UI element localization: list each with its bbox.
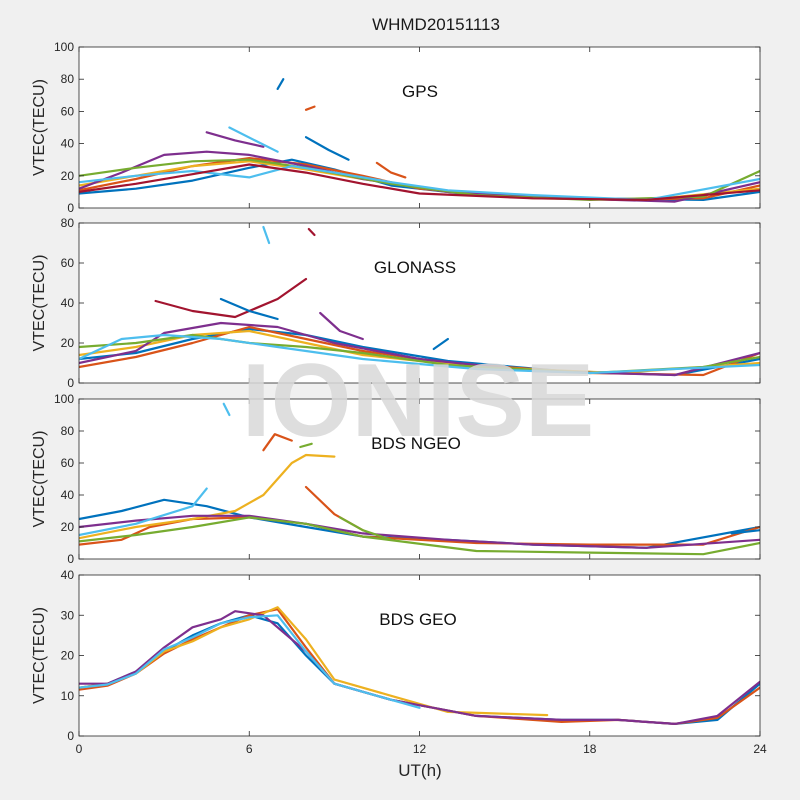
series-group bbox=[79, 402, 760, 556]
y-tick-label: 60 bbox=[61, 256, 75, 270]
series-line-3 bbox=[79, 514, 760, 549]
series-line-5 bbox=[79, 165, 760, 201]
panel-0: 0 20 40 60 80 100 VTEC(TECU) GPS bbox=[31, 40, 761, 215]
series-group bbox=[79, 606, 760, 725]
x-tick-label: 18 bbox=[583, 742, 597, 756]
series-line-2 bbox=[79, 453, 336, 540]
y-tick-label: 40 bbox=[61, 137, 75, 151]
series-segment-0 bbox=[276, 78, 285, 90]
x-tick-label: 24 bbox=[753, 742, 767, 756]
y-tick-label: 10 bbox=[61, 689, 75, 703]
series-group bbox=[79, 225, 760, 377]
y-tick-label: 40 bbox=[61, 488, 75, 502]
series-segment-0 bbox=[262, 225, 271, 245]
y-tick-label: 40 bbox=[61, 568, 75, 582]
plot-area bbox=[79, 575, 760, 736]
x-axis-label: UT(h) bbox=[398, 761, 441, 780]
series-segment-2 bbox=[205, 131, 265, 148]
panel-label: BDS GEO bbox=[379, 610, 456, 629]
series-line-5 bbox=[79, 487, 208, 537]
series-segment-5 bbox=[338, 516, 393, 541]
series-segment-1 bbox=[299, 442, 313, 449]
y-axis-label: VTEC(TECU) bbox=[31, 431, 48, 528]
series-group bbox=[79, 78, 760, 203]
y-tick-label: 20 bbox=[61, 649, 75, 663]
series-segment-1 bbox=[304, 105, 316, 111]
series-segment-1 bbox=[307, 227, 316, 237]
series-line-6 bbox=[79, 163, 760, 201]
panel-3: 0 10 20 30 40 0 6 12 18 24 VTEC(TECU) BDS GEO bbox=[31, 568, 767, 756]
panel-1: 0 20 40 60 80 VTEC(TECU) GLONASS bbox=[31, 216, 761, 390]
series-line-6 bbox=[154, 277, 308, 319]
y-tick-label: 60 bbox=[61, 104, 75, 118]
x-tick-label: 12 bbox=[413, 742, 427, 756]
y-axis-label: VTEC(TECU) bbox=[31, 79, 48, 176]
x-tick-label: 0 bbox=[76, 742, 83, 756]
y-tick-label: 0 bbox=[67, 729, 74, 743]
y-tick-label: 20 bbox=[61, 520, 75, 534]
x-tick-label: 6 bbox=[246, 742, 253, 756]
y-tick-label: 30 bbox=[61, 608, 75, 622]
y-tick-label: 0 bbox=[67, 201, 74, 215]
series-line-4 bbox=[79, 614, 421, 709]
series-segment-4 bbox=[730, 529, 760, 535]
y-tick-label: 100 bbox=[54, 392, 74, 406]
series-segment-2 bbox=[219, 297, 279, 321]
panel-label: GPS bbox=[402, 82, 438, 101]
y-tick-label: 60 bbox=[61, 456, 75, 470]
series-segment-4 bbox=[432, 337, 449, 351]
panel-label: BDS NGEO bbox=[371, 434, 461, 453]
series-segment-0 bbox=[262, 433, 293, 452]
y-tick-label: 40 bbox=[61, 296, 75, 310]
watermark: IONISE bbox=[242, 343, 595, 459]
y-axis-label: VTEC(TECU) bbox=[31, 255, 48, 352]
panel-label: GLONASS bbox=[374, 258, 456, 277]
figure-title: WHMD20151113 bbox=[372, 15, 500, 34]
y-tick-label: 80 bbox=[61, 424, 75, 438]
y-tick-label: 80 bbox=[61, 216, 75, 230]
y-tick-label: 20 bbox=[61, 169, 75, 183]
plot-area bbox=[79, 399, 760, 559]
y-tick-label: 0 bbox=[67, 552, 74, 566]
y-tick-label: 20 bbox=[61, 336, 75, 350]
series-line-5 bbox=[79, 333, 760, 375]
series-line-4 bbox=[79, 516, 760, 556]
series-segment-3 bbox=[319, 311, 364, 341]
series-segment-4 bbox=[304, 136, 350, 161]
y-tick-label: 100 bbox=[54, 40, 74, 54]
series-segment-5 bbox=[375, 161, 407, 179]
y-tick-label: 80 bbox=[61, 72, 75, 86]
series-segment-3 bbox=[222, 402, 231, 417]
plot-area bbox=[79, 47, 760, 208]
y-tick-label: 0 bbox=[67, 376, 74, 390]
panel-2: 0 20 40 60 80 100 VTEC(TECU) BDS NGEO bbox=[31, 392, 761, 566]
series-segment-3 bbox=[228, 126, 279, 153]
y-axis-label: VTEC(TECU) bbox=[31, 607, 48, 704]
